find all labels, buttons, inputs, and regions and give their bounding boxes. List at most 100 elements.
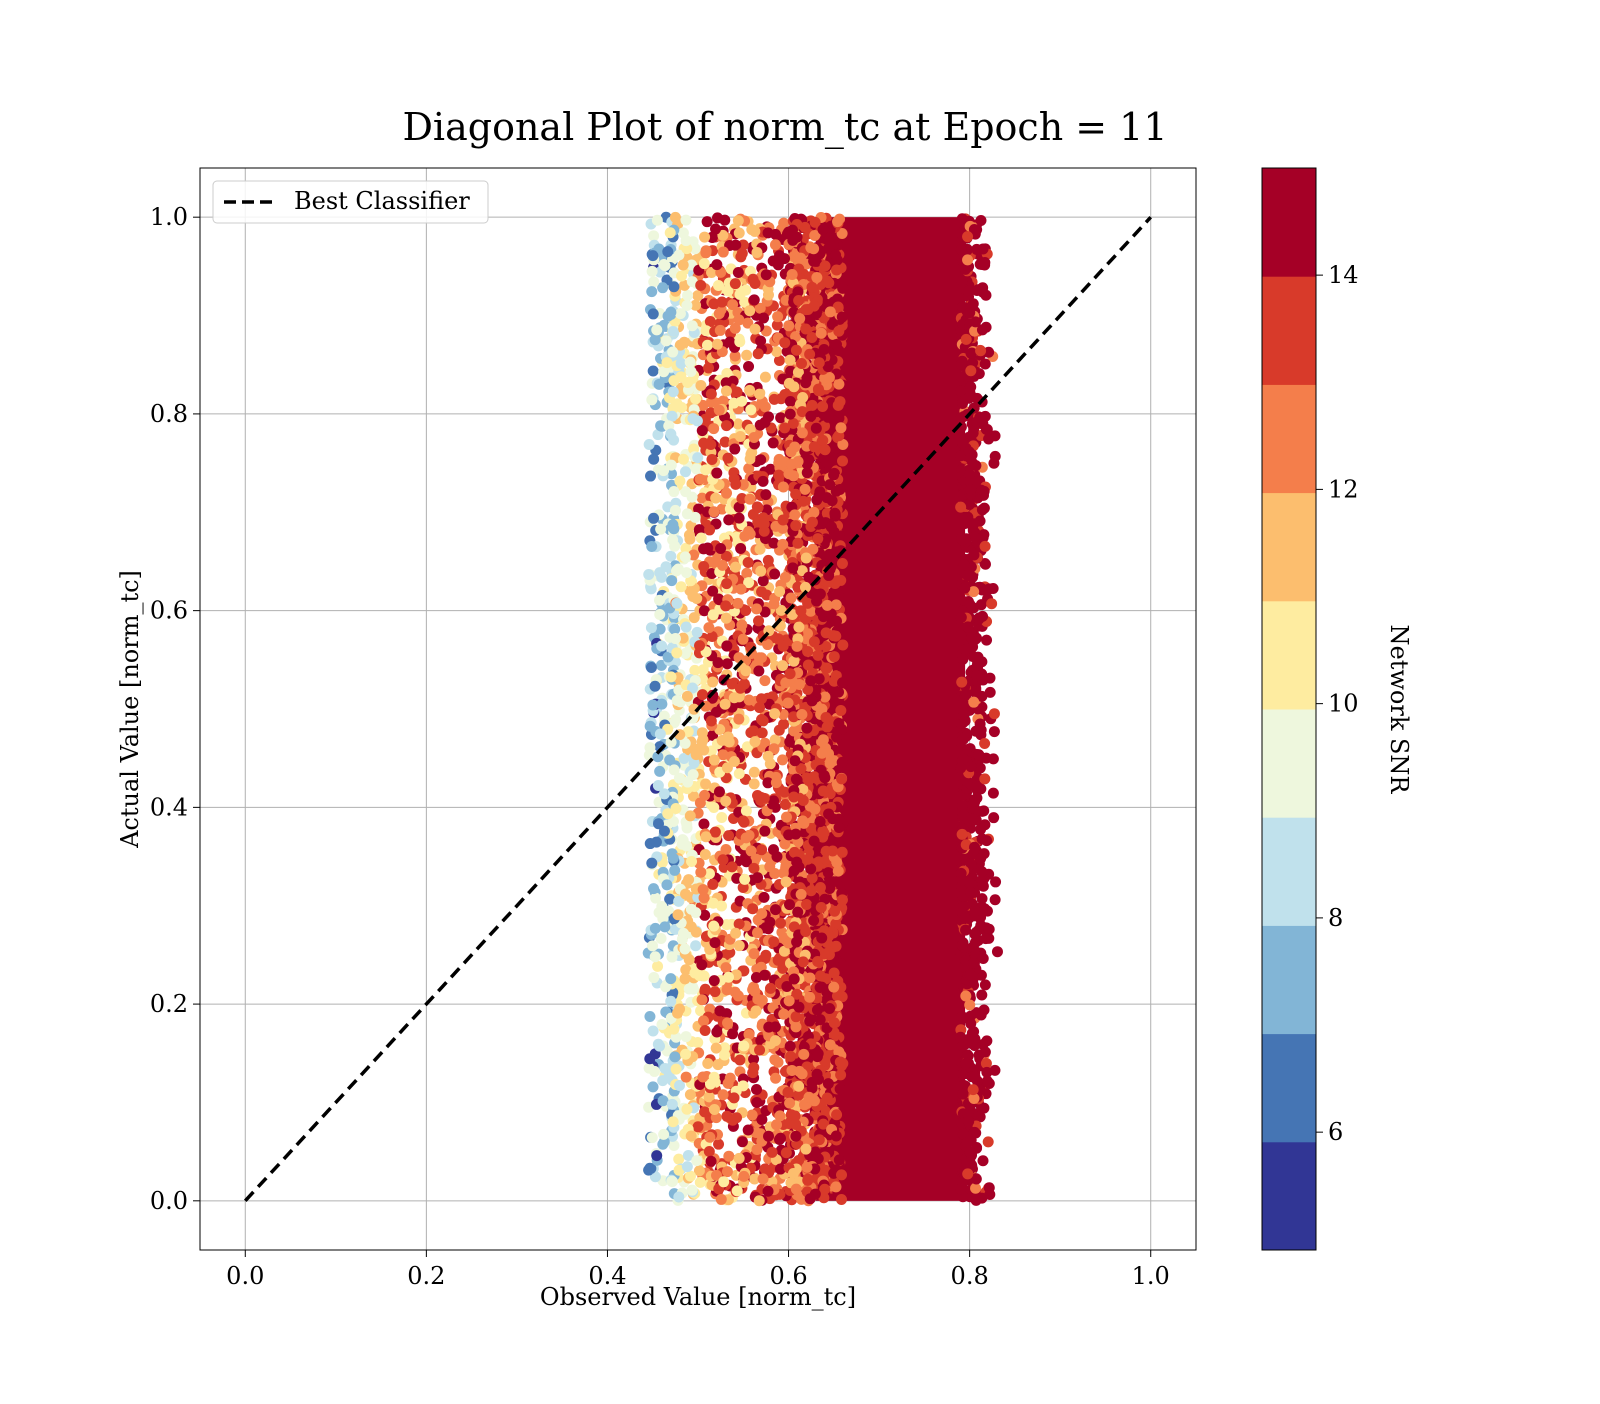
scatter-point [751, 1084, 762, 1095]
scatter-point [773, 955, 784, 966]
scatter-point [960, 715, 971, 726]
scatter-point [648, 230, 659, 241]
scatter-point [645, 721, 656, 732]
scatter-point [793, 1081, 804, 1092]
scatter-point [755, 544, 766, 555]
scatter-point [811, 423, 822, 434]
scatter-point [699, 258, 710, 269]
scatter-point [794, 679, 805, 690]
scatter-point [791, 345, 802, 356]
scatter-point [729, 756, 740, 767]
scatter-point [745, 404, 756, 415]
scatter-point [759, 675, 770, 686]
scatter-point [785, 1051, 796, 1062]
scatter-point [648, 1025, 659, 1036]
scatter-point [744, 494, 755, 505]
scatter-point [676, 402, 687, 413]
scatter-point [647, 940, 658, 951]
scatter-point [806, 885, 817, 896]
scatter-point [667, 347, 678, 358]
scatter-point [685, 1089, 696, 1100]
scatter-point [691, 749, 702, 760]
scatter-point [669, 1140, 680, 1151]
scatter-point [983, 433, 994, 444]
scatter-point [666, 575, 677, 586]
scatter-point [784, 899, 795, 910]
scatter-point [730, 562, 741, 573]
scatter-point [785, 355, 796, 366]
scatter-point [691, 593, 702, 604]
scatter-point [978, 881, 989, 892]
scatter-point [687, 320, 698, 331]
scatter-point [754, 1195, 765, 1206]
scatter-point [656, 640, 667, 651]
scatter-point [965, 1018, 976, 1029]
scatter-point [835, 705, 846, 716]
scatter-point [747, 1110, 758, 1121]
scatter-point [955, 763, 966, 774]
scatter-point [978, 1155, 989, 1166]
scatter-point [788, 726, 799, 737]
scatter-point [769, 394, 780, 405]
scatter-point [648, 883, 659, 894]
scatter-point [804, 349, 815, 360]
scatter-point [980, 933, 991, 944]
scatter-point [716, 297, 727, 308]
scatter-point [709, 1104, 720, 1115]
scatter-point [791, 1011, 802, 1022]
scatter-point [976, 1193, 987, 1204]
scatter-point [746, 845, 757, 856]
scatter-point [989, 726, 1000, 737]
scatter-point [728, 398, 739, 409]
scatter-point [823, 412, 834, 423]
scatter-point [714, 308, 725, 319]
scatter-point [648, 276, 659, 287]
scatter-point [713, 1059, 724, 1070]
scatter-point [686, 1130, 697, 1141]
scatter-point [965, 887, 976, 898]
scatter-point [671, 647, 682, 658]
scatter-point [809, 441, 820, 452]
scatter-point [654, 595, 665, 606]
scatter-point [741, 805, 752, 816]
scatter-point [743, 361, 754, 372]
scatter-point [779, 787, 790, 798]
scatter-point [828, 982, 839, 993]
scatter-point [736, 619, 747, 630]
scatter-point [829, 906, 840, 917]
scatter-point [748, 1062, 759, 1073]
scatter-point [749, 778, 760, 789]
scatter-point [769, 569, 780, 580]
scatter-point [704, 1132, 715, 1143]
scatter-point [963, 286, 974, 297]
scatter-point [703, 362, 714, 373]
scatter-point [974, 1050, 985, 1061]
scatter-point [833, 590, 844, 601]
scatter-point [685, 357, 696, 368]
scatter-point [820, 444, 831, 455]
scatter-point [781, 812, 792, 823]
scatter-point [760, 372, 771, 383]
scatter-point [711, 259, 722, 270]
scatter-point [752, 927, 763, 938]
scatter-point [992, 946, 1003, 957]
scatter-point [973, 749, 984, 760]
scatter-point [809, 804, 820, 815]
scatter-point [770, 1021, 781, 1032]
scatter-point [647, 266, 658, 277]
scatter-point [773, 634, 784, 645]
scatter-point [969, 842, 980, 853]
scatter-point [734, 227, 745, 238]
scatter-point [680, 466, 691, 477]
scatter-point [981, 635, 992, 646]
scatter-point [964, 307, 975, 318]
scatter-point [732, 1185, 743, 1196]
scatter-point [752, 1144, 763, 1155]
scatter-point [784, 378, 795, 389]
scatter-point [675, 308, 686, 319]
scatter-point [648, 1081, 659, 1092]
scatter-point [837, 558, 848, 569]
scatter-point [734, 513, 745, 524]
scatter-point [730, 987, 741, 998]
scatter-point [789, 509, 800, 520]
